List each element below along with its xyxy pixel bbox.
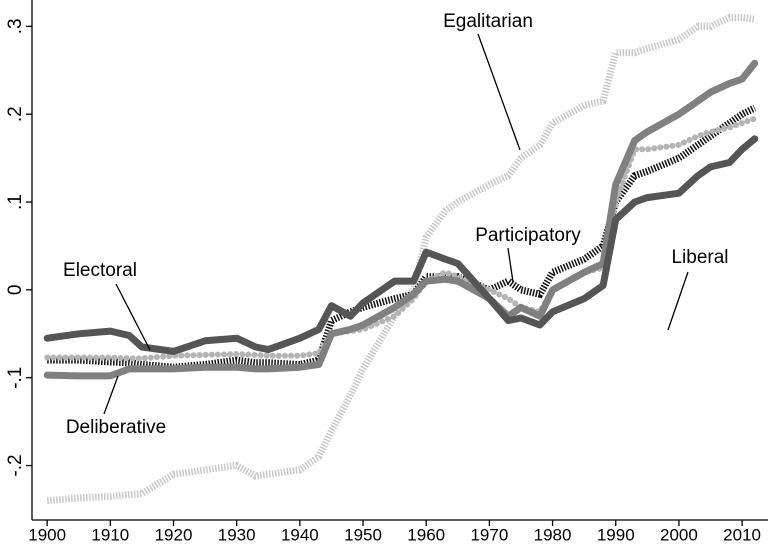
x-tick-label: 1960: [407, 525, 445, 544]
series-line: [43, 135, 759, 355]
series-label: Liberal: [671, 247, 728, 268]
x-tick-label: 2000: [660, 525, 698, 544]
y-tick-label: .2: [5, 106, 26, 122]
x-tick-label: 1970: [470, 525, 508, 544]
pointer: [477, 33, 521, 151]
series-label: Egalitarian: [443, 11, 533, 32]
series-label: Electoral: [63, 260, 137, 281]
x-tick-label: 1980: [534, 525, 572, 544]
y-tick-label: -.1: [5, 367, 26, 389]
y-tick-label: .3: [5, 18, 26, 34]
pointer: [103, 375, 119, 415]
x-tick-label: 1900: [28, 525, 66, 544]
x-tick-label: 1940: [281, 525, 319, 544]
series-label: Participatory: [475, 225, 581, 246]
x-tick-label: 1910: [91, 525, 129, 544]
x-tick-label: 1990: [597, 525, 635, 544]
pointer: [667, 271, 689, 331]
series-line: [44, 115, 758, 362]
y-tick-label: -.2: [5, 454, 26, 476]
x-tick-label: 2010: [723, 525, 761, 544]
y-tick-label: .1: [5, 194, 26, 210]
series-line: [46, 14, 756, 505]
pointer: [507, 247, 514, 283]
series-label: Deliberative: [66, 417, 166, 438]
x-tick-label: 1930: [218, 525, 256, 544]
x-tick-label: 1950: [344, 525, 382, 544]
x-tick-label: 1920: [155, 525, 193, 544]
series-line: [43, 59, 759, 380]
pointer: [115, 283, 151, 351]
y-tick-label: 0: [5, 285, 26, 296]
